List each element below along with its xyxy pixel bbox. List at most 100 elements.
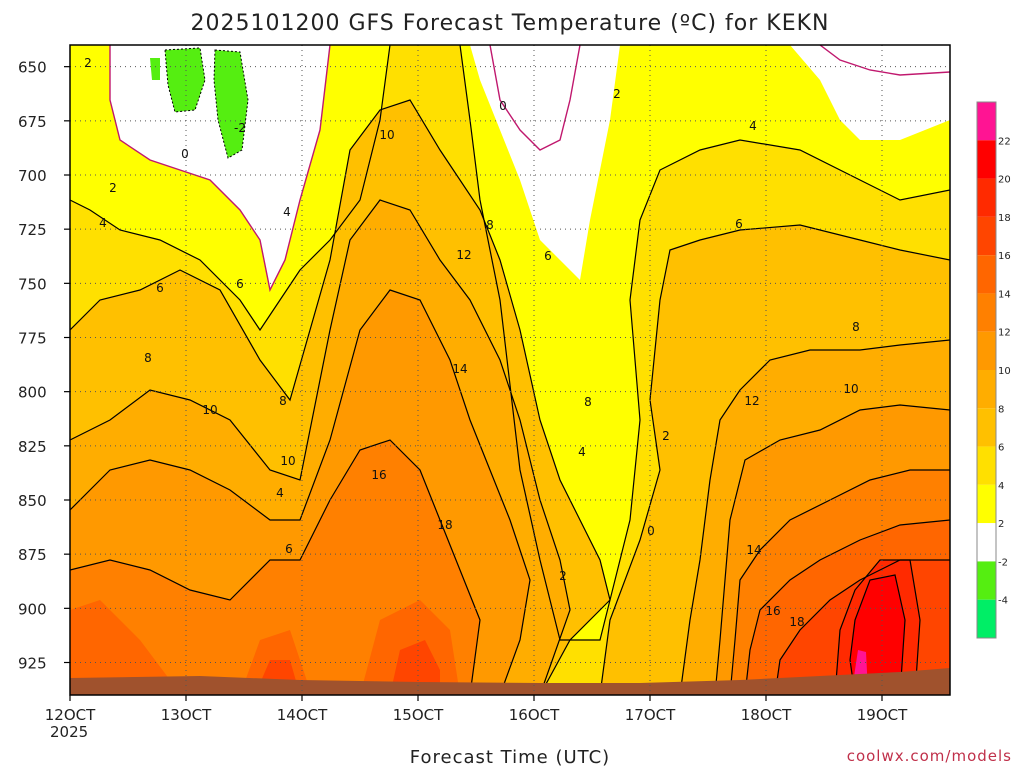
y-axis: 650 675 700 725 750 775 800 825 850 875 900 925 xyxy=(18,59,70,673)
y-tick-label-675: 675 xyxy=(18,113,47,131)
colorbar-label-9: 4 xyxy=(998,481,1004,492)
x-tick-label-4: 16OCT xyxy=(509,706,560,724)
x-tick-label-5: 17OCT xyxy=(625,706,676,724)
contour-label-24: 6 xyxy=(544,249,552,263)
x-tick-label-6: 18OCT xyxy=(741,706,792,724)
freezing-line-west xyxy=(109,45,331,293)
y-tick-label-850: 850 xyxy=(18,492,47,510)
isotherm-2-west xyxy=(70,45,391,332)
x-tick-label-0: 12OCT xyxy=(45,706,96,724)
band-below-0-b xyxy=(214,50,248,158)
colorbar-label-1: 20 xyxy=(998,175,1011,186)
x-tick-label-1: 13OCT xyxy=(161,706,212,724)
colorbar-swatch-11 xyxy=(977,523,996,562)
colorbar-swatch-9 xyxy=(977,446,996,485)
contour-label-32: 12 xyxy=(744,394,759,408)
colorbar-swatch-3 xyxy=(977,216,996,256)
x-tick-label-3: 15OCT xyxy=(393,706,444,724)
gridlines xyxy=(70,45,950,695)
contour-label-19: 14 xyxy=(452,362,467,376)
x-axis-label: Forecast Time (UTC) xyxy=(410,747,610,768)
x-tick-label-7: 19OCT xyxy=(857,706,908,724)
contour-label-6: 8 xyxy=(144,351,152,365)
colorbar-label-12: -4 xyxy=(998,596,1008,607)
freezing-line xyxy=(109,45,950,293)
y-tick-label-725: 725 xyxy=(18,221,47,239)
y-tick-label-900: 900 xyxy=(18,600,47,618)
colorbar-swatch-5 xyxy=(977,293,996,332)
colorbar-swatch-0 xyxy=(977,102,996,141)
contour-label-10: 4 xyxy=(283,205,291,219)
isotherm-4-east xyxy=(599,224,950,695)
contour-label-34: 16 xyxy=(765,604,780,618)
colorbar-label-5: 12 xyxy=(998,328,1011,339)
contour-label-13: 10 xyxy=(280,454,295,468)
colorbar-label-11: -2 xyxy=(998,557,1008,568)
band-0-2-center xyxy=(470,45,620,280)
isotherm-8-east xyxy=(714,404,950,695)
colorbar-swatch-1 xyxy=(977,140,996,179)
y-tick-label-875: 875 xyxy=(18,546,47,564)
colorbar-label-0: 22 xyxy=(998,136,1011,147)
contour-label-3: 2 xyxy=(109,181,117,195)
contour-label-29: 6 xyxy=(735,217,743,231)
contour-label-15: 6 xyxy=(285,542,293,556)
temperature-field: 2 -2 0 2 4 6 8 10 0 2 4 6 8 10 4 6 8 10 12 14 16 18 2 4 6 8 0 2 4 6 8 1… xyxy=(70,45,950,695)
contour-label-1: -2 xyxy=(234,121,246,135)
contour-label-0: 2 xyxy=(84,56,92,70)
contour-label-4: 4 xyxy=(99,216,107,230)
colorbar-swatch-7 xyxy=(977,370,996,409)
freezing-line-center xyxy=(489,45,581,151)
band-12-14 xyxy=(70,600,460,695)
contour-label-26: 0 xyxy=(647,524,655,538)
colorbar-frame xyxy=(976,101,997,639)
colorbar-swatch-12 xyxy=(977,561,996,600)
contour-label-9: 2 xyxy=(613,87,621,101)
colorbar-swatch-8 xyxy=(977,408,996,447)
plot-frame xyxy=(69,44,951,696)
colorbar-swatch-10 xyxy=(977,484,996,524)
contour-label-22: 2 xyxy=(559,569,567,583)
contour-labels: 2 -2 0 2 4 6 8 10 0 2 4 6 8 10 4 6 8 10 12 14 16 18 2 4 6 8 0 2 4 6 8 1… xyxy=(84,56,860,629)
contour-label-17: 10 xyxy=(379,128,394,142)
isotherm-16-east xyxy=(834,559,921,695)
contour-label-31: 10 xyxy=(843,382,858,396)
isotherm-10-east xyxy=(729,469,950,695)
isotherm-2-east xyxy=(459,45,950,641)
contour-label-2: 0 xyxy=(181,147,189,161)
isotherm-12-east xyxy=(744,519,950,695)
colorbar-label-2: 18 xyxy=(998,213,1011,224)
contour-label-11: 6 xyxy=(236,277,244,291)
colorbar-label-7: 8 xyxy=(998,404,1004,415)
contour-label-28: 4 xyxy=(749,119,757,133)
source-credit: coolwx.com/models xyxy=(847,747,1012,765)
band-below-0-a xyxy=(165,48,205,112)
colorbar: 22 20 18 16 14 12 10 8 6 4 2 -2 -4 xyxy=(976,101,1011,639)
isotherm-18-east xyxy=(849,574,906,695)
y-tick-label-750: 750 xyxy=(18,275,47,293)
contour-label-23: 4 xyxy=(578,445,586,459)
colorbar-label-8: 6 xyxy=(998,443,1004,454)
y-tick-label-925: 925 xyxy=(18,655,47,673)
band-below-0-c xyxy=(150,58,160,80)
contour-label-7: 10 xyxy=(202,403,217,417)
colorbar-label-4: 14 xyxy=(998,289,1011,300)
contour-label-20: 16 xyxy=(371,468,386,482)
contour-label-12: 8 xyxy=(279,394,287,408)
below-zero-outlines xyxy=(164,47,249,159)
contour-label-27: 2 xyxy=(662,429,670,443)
colorbar-label-3: 16 xyxy=(998,251,1011,262)
contour-label-14: 4 xyxy=(276,486,284,500)
y-tick-label-650: 650 xyxy=(18,59,47,77)
contour-label-30: 8 xyxy=(852,320,860,334)
isotherm-6-east xyxy=(679,339,950,695)
chart-title: 2025101200 GFS Forecast Temperature (ºC)… xyxy=(190,11,829,36)
colorbar-label-6: 10 xyxy=(998,366,1011,377)
colorbar-label-10: 2 xyxy=(998,519,1004,530)
contour-label-16: 8 xyxy=(486,218,494,232)
contour-label-8: 0 xyxy=(499,99,507,113)
band-14-16 xyxy=(255,640,440,695)
contour-label-18: 12 xyxy=(456,248,471,262)
colorbar-swatch-2 xyxy=(977,178,996,217)
